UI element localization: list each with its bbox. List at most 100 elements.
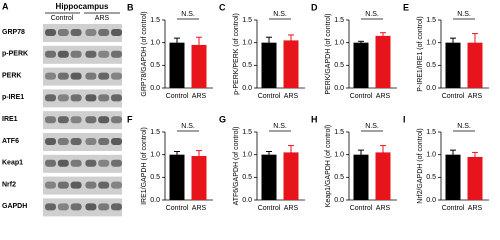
blot-band <box>45 29 56 36</box>
blot-band <box>98 159 110 167</box>
y-tick-label: 0.5 <box>242 62 252 69</box>
blot-band <box>45 159 56 167</box>
y-tick-label: 0.5 <box>334 174 344 181</box>
y-tick-label: 1.0 <box>426 152 436 159</box>
bar <box>261 42 277 88</box>
y-tick-label: 1.5 <box>334 129 344 136</box>
annotation: N.S. <box>365 123 379 130</box>
blot-band <box>85 203 97 211</box>
blot-band <box>85 181 97 189</box>
blot-band <box>111 29 122 36</box>
y-axis-label: p-PERK/PERK (of control) <box>233 13 240 95</box>
y-tick-label: 0.0 <box>150 85 160 92</box>
y-tick-label: 0.0 <box>334 197 344 204</box>
blot-row-label: p-PERK <box>2 51 28 58</box>
bar <box>467 156 483 200</box>
annotation: N.S. <box>457 11 471 18</box>
blot-band <box>111 116 122 124</box>
y-axis-label: GRP78/GAPDH (of control) <box>141 11 148 96</box>
bar <box>353 42 369 88</box>
x-tick-label: Control <box>166 205 189 212</box>
y-tick-label: 1.0 <box>334 40 344 47</box>
y-tick-label: 1.0 <box>150 152 160 159</box>
blot-band <box>70 138 82 145</box>
blot-band <box>85 116 97 124</box>
blot-band <box>111 138 122 145</box>
blot-band <box>85 159 97 167</box>
blot-title: Hippocampus <box>56 2 109 11</box>
panel-letter: F <box>127 114 133 124</box>
blot-band <box>85 138 97 145</box>
blot-band <box>70 181 82 189</box>
blot-band <box>98 116 110 124</box>
blot-strip <box>43 111 122 130</box>
blot-band <box>57 203 69 211</box>
blot-band <box>85 72 97 80</box>
panel-letter: A <box>2 1 9 11</box>
blot-row-label: PERK <box>2 72 21 79</box>
blot-band <box>45 116 56 124</box>
bar <box>283 152 299 200</box>
x-tick-label: ARS <box>192 205 207 212</box>
y-tick-label: 1.5 <box>426 17 436 24</box>
y-axis-label: Keap1/GAPDH (of control) <box>325 125 332 207</box>
y-tick-label: 1.5 <box>150 17 160 24</box>
blot-band <box>70 50 82 58</box>
blot-band <box>45 181 56 189</box>
y-tick-label: 1.5 <box>334 17 344 24</box>
blot-row-label: GRP78 <box>2 29 25 36</box>
y-tick-label: 0.0 <box>426 197 436 204</box>
x-tick-label: ARS <box>192 93 207 100</box>
y-tick-label: 1.0 <box>242 40 252 47</box>
panel-letter: G <box>219 114 226 124</box>
blot-band <box>85 50 97 58</box>
x-tick-label: Control <box>258 93 281 100</box>
y-tick-label: 0.5 <box>150 174 160 181</box>
panel-letter: H <box>311 114 318 124</box>
bar <box>191 156 207 200</box>
bar <box>375 35 391 88</box>
bar <box>353 154 369 200</box>
blot-band <box>111 72 122 80</box>
blot-strip <box>43 24 122 42</box>
y-tick-label: 1.0 <box>150 40 160 47</box>
x-tick-label: ARS <box>284 205 299 212</box>
bar <box>191 44 207 88</box>
blot-band <box>57 116 69 124</box>
blot-strip <box>43 198 122 217</box>
blot-band <box>111 159 122 167</box>
bar <box>169 42 185 88</box>
bar <box>261 154 277 200</box>
blot-strip <box>43 45 122 64</box>
x-tick-label: Control <box>442 205 465 212</box>
panel-letter: B <box>127 2 134 12</box>
blot-strip <box>43 67 122 86</box>
blot-band <box>70 203 82 211</box>
figure: A Hippocampus Control ARS GRP78 p-PERK PER… <box>2 1 489 217</box>
y-axis-label: Nrf2/GAPDH (of control) <box>417 128 424 203</box>
y-tick-label: 1.0 <box>242 152 252 159</box>
blot-row-label: GAPDH <box>2 203 27 210</box>
y-tick-label: 0.0 <box>150 197 160 204</box>
bar <box>445 42 461 88</box>
y-tick-label: 0.5 <box>150 62 160 69</box>
y-tick-label: 1.0 <box>334 152 344 159</box>
blot-band <box>70 72 82 80</box>
blot-band <box>45 138 56 145</box>
blot-band <box>85 29 97 36</box>
x-tick-label: ARS <box>284 93 299 100</box>
blot-band <box>98 181 110 189</box>
blot-band <box>57 181 69 189</box>
blot-band <box>57 94 69 102</box>
blot-band <box>70 159 82 167</box>
blot-band <box>45 50 56 58</box>
panel-letter: D <box>311 2 318 12</box>
y-tick-label: 1.5 <box>242 17 252 24</box>
blot-band <box>111 181 122 189</box>
y-tick-label: 0.5 <box>334 62 344 69</box>
blot-strip <box>43 154 122 173</box>
annotation: N.S. <box>365 11 379 18</box>
blot-row-label: IRE1 <box>2 116 18 123</box>
blot-band <box>98 50 110 58</box>
y-tick-label: 1.5 <box>150 129 160 136</box>
